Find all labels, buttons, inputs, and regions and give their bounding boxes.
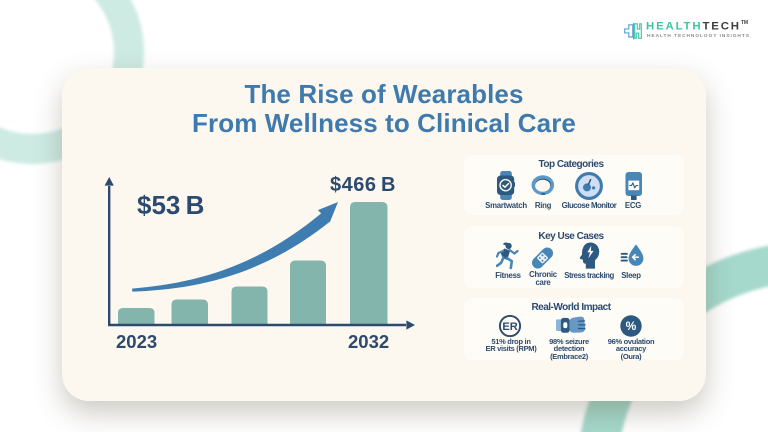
svg-text:%: % (626, 319, 637, 333)
svg-text:ER: ER (502, 321, 517, 333)
